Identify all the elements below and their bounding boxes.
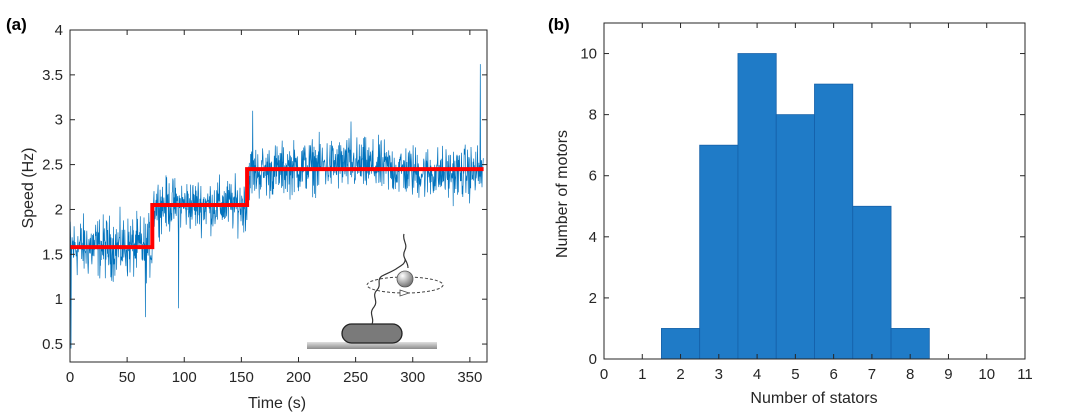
histogram-bar: [699, 144, 739, 360]
chart-b-xlabel: Number of stators: [750, 390, 877, 407]
histogram-bar: [852, 205, 892, 360]
y-tick-label: 10: [580, 46, 597, 63]
flagellum-tip: [402, 233, 409, 269]
y-tick-label: 3: [55, 112, 63, 129]
x-tick-label: 350: [457, 369, 482, 386]
x-tick-label: 1: [638, 366, 646, 383]
histogram-bar: [814, 83, 854, 360]
flagellum-filament: [370, 258, 406, 325]
histogram-bar: [661, 328, 701, 360]
x-tick-label: 7: [868, 366, 876, 383]
y-tick-label: 2: [55, 201, 63, 218]
x-tick-label: 9: [944, 366, 952, 383]
speed-time-chart: 0 50 100 150 200 250 300 350 0.5 1 1.5 2 2.5 3 3.5 4 Ti…: [20, 22, 488, 412]
y-tick-label: 1.5: [42, 246, 63, 263]
y-tick-label: 4: [55, 22, 63, 39]
x-tick-label: 300: [400, 369, 425, 386]
chart-b-axes: 0 1 2 3 4 5 6 7 8 9 10 11 0 2 4 6 8 10: [580, 22, 1033, 383]
x-tick-label: 100: [172, 369, 197, 386]
x-tick-label: 5: [791, 366, 799, 383]
chart-b-ylabel: Number of motors: [554, 130, 571, 258]
x-tick-label: 2: [676, 366, 684, 383]
x-tick-label: 50: [119, 369, 136, 386]
speed-trace-group: [70, 64, 484, 349]
panel-label-a: (a): [6, 15, 27, 34]
x-tick-label: 4: [753, 366, 761, 383]
cell-body: [341, 323, 403, 344]
y-tick-label: 8: [589, 107, 597, 124]
histogram-bars-group: [661, 53, 930, 360]
y-tick-label: 0: [589, 351, 597, 368]
x-tick-label: 8: [906, 366, 914, 383]
panel-label-b: (b): [548, 15, 570, 34]
surface: [307, 342, 437, 349]
y-tick-label: 2: [589, 290, 597, 307]
x-tick-label: 10: [978, 366, 995, 383]
y-tick-label: 2.5: [42, 157, 63, 174]
x-tick-label: 150: [229, 369, 254, 386]
y-tick-label: 6: [589, 168, 597, 185]
x-tick-label: 0: [66, 369, 74, 386]
x-tick-label: 3: [715, 366, 723, 383]
x-tick-label: 200: [286, 369, 311, 386]
bead: [396, 270, 414, 288]
plot-frame: [603, 22, 1026, 360]
y-tick-label: 4: [589, 229, 597, 246]
x-tick-label: 0: [600, 366, 608, 383]
y-tick-label: 3.5: [42, 67, 63, 84]
plot-frame: [69, 29, 488, 363]
speed-trace-line: [70, 64, 484, 349]
y-tick-label: 0.5: [42, 336, 63, 353]
chart-a-xlabel: Time (s): [248, 395, 306, 412]
x-tick-label: 250: [343, 369, 368, 386]
rotation-arrow: [399, 289, 411, 297]
histogram-bar: [775, 114, 815, 360]
x-tick-label: 6: [829, 366, 837, 383]
chart-a-axes: 0 50 100 150 200 250 300 350 0.5 1 1.5 2 2.5 3 3.5 4: [42, 22, 488, 386]
histogram-bar: [737, 53, 777, 360]
histogram-bar: [890, 328, 930, 360]
step-fit-line: [70, 167, 484, 250]
x-tick-label: 11: [1017, 366, 1033, 383]
tethered-bead-inset: [307, 233, 444, 349]
y-tick-label: 1: [55, 291, 63, 308]
chart-a-ylabel: Speed (Hz): [20, 148, 37, 229]
